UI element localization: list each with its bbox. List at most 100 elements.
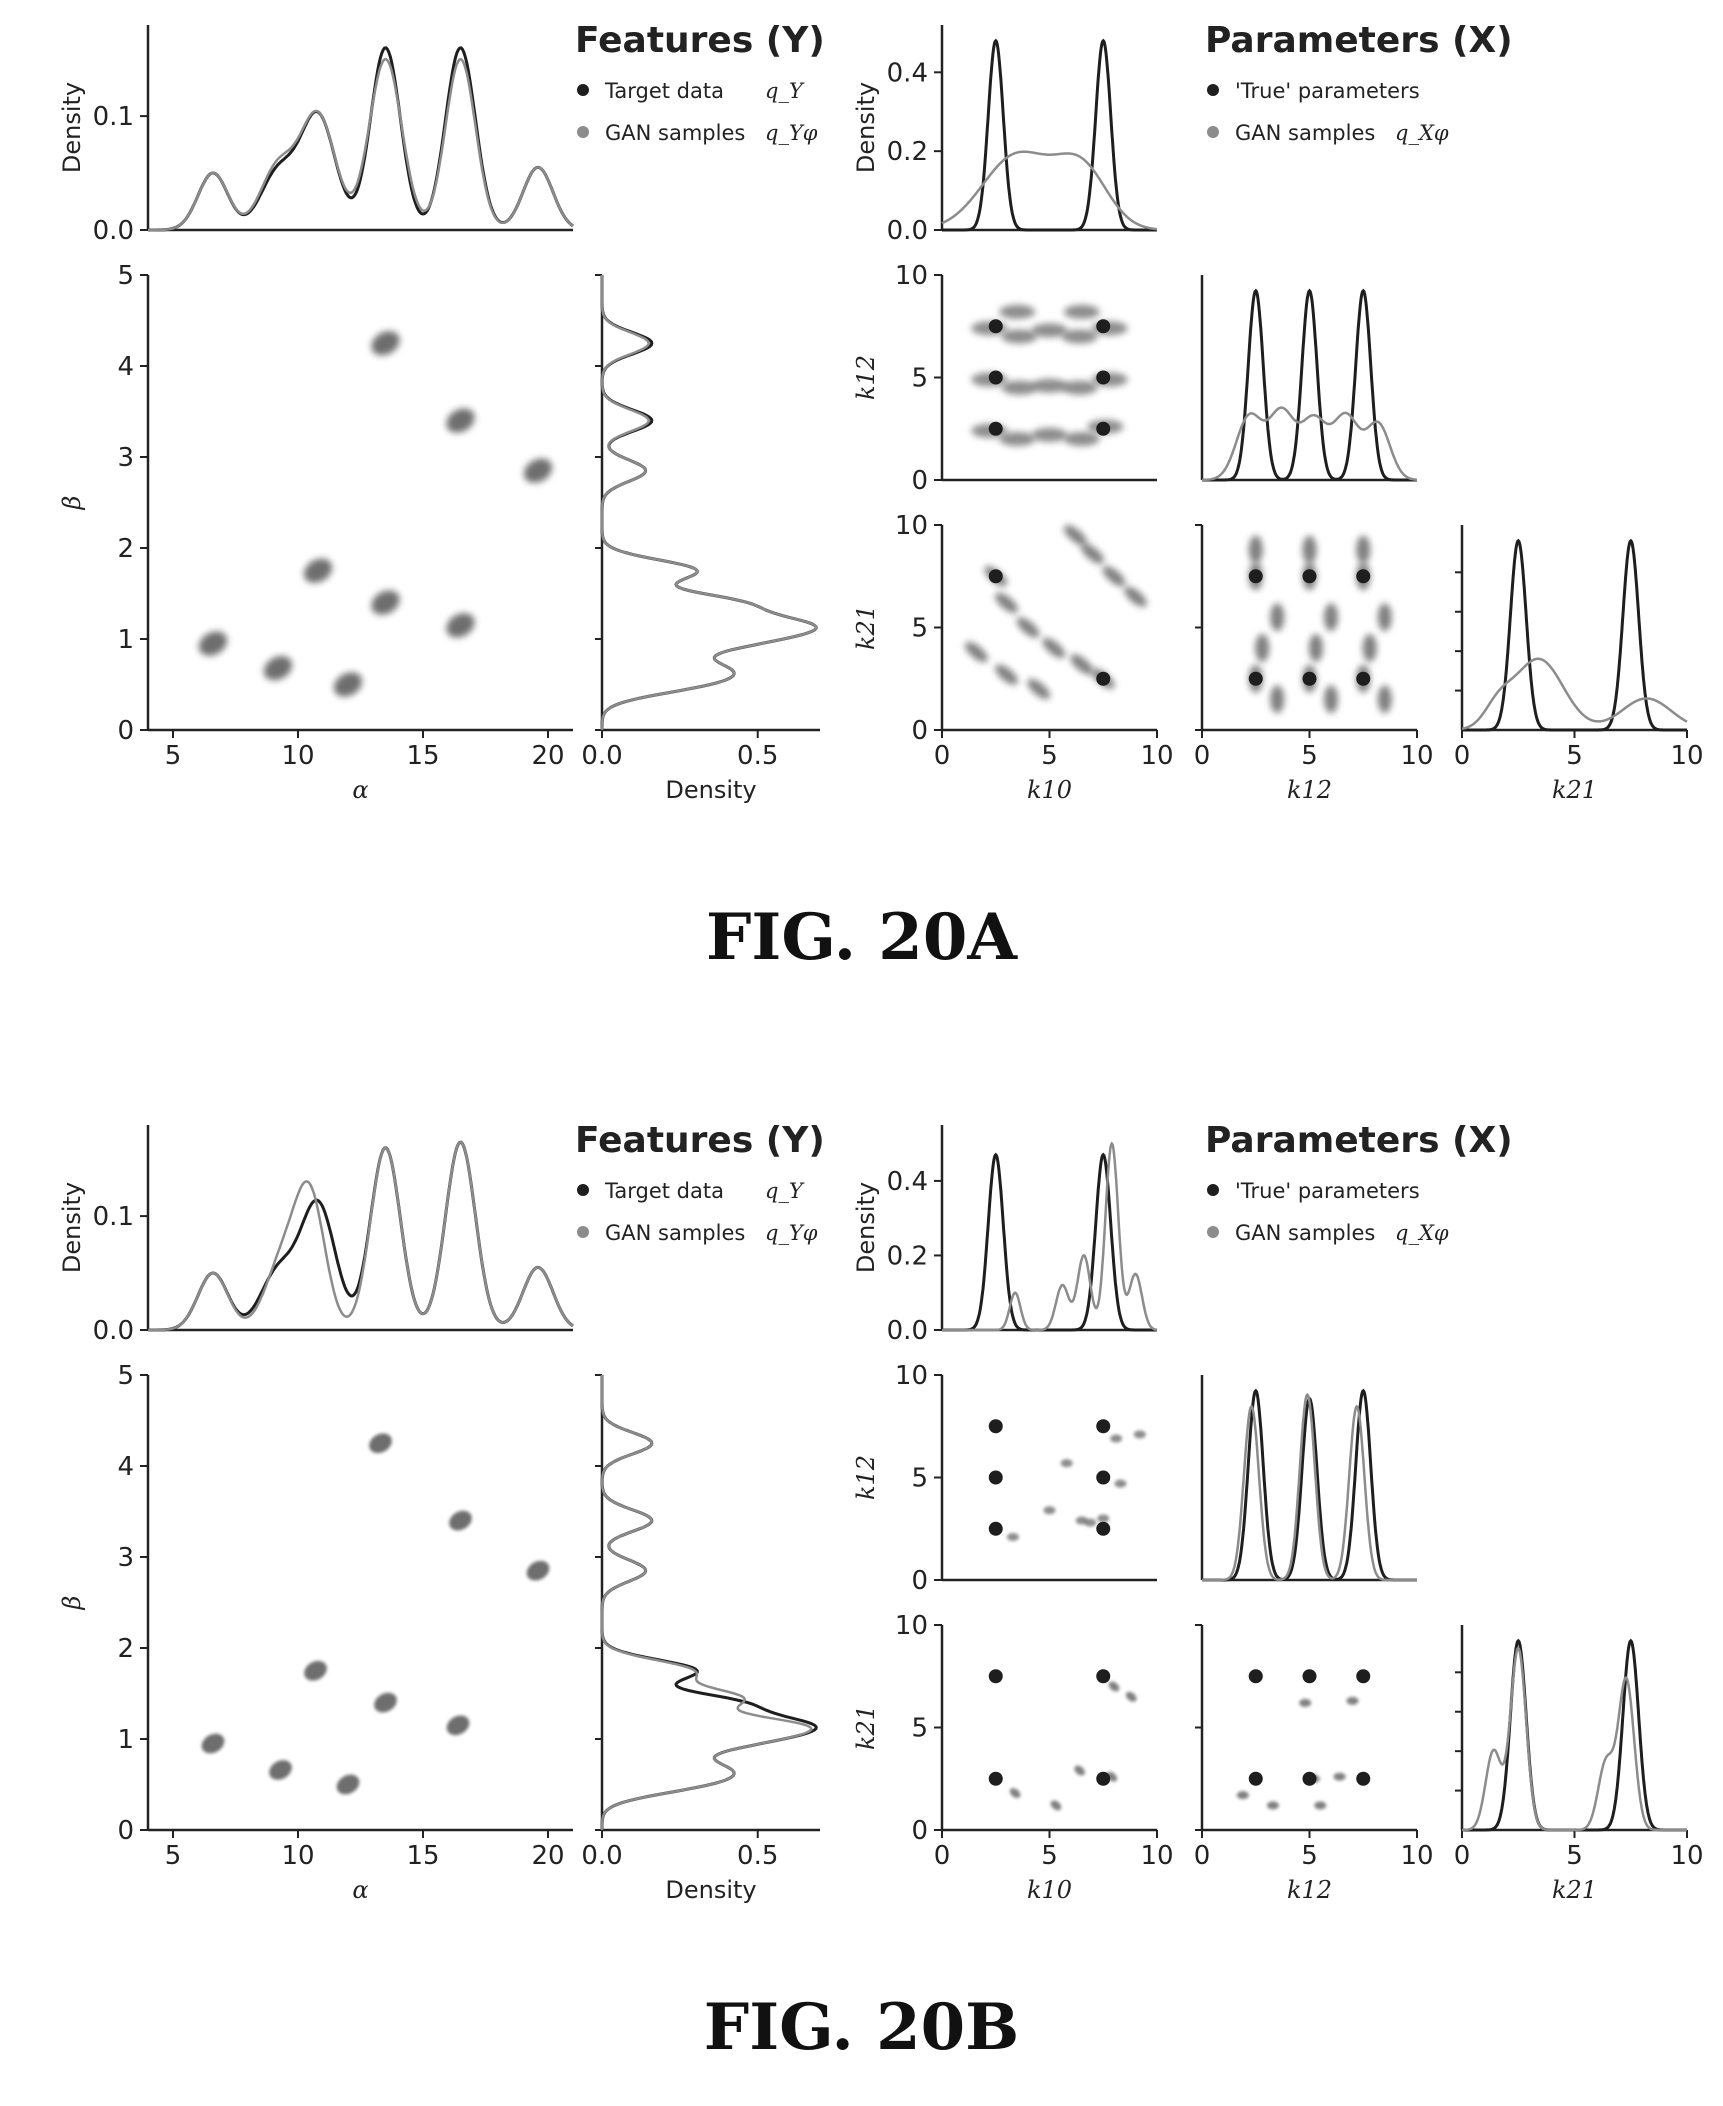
pb-alpha-density-series-gan bbox=[148, 1140, 574, 1332]
pb-k21-density-xtick-label: 0 bbox=[1454, 1841, 1471, 1871]
pa-k21-k10-gan-point bbox=[1124, 586, 1147, 607]
pb-k21-k10-true-point bbox=[1096, 1669, 1111, 1684]
pb-alpha-beta-scatter: 5 10 15 20 α 0 1 2 3 4 5 β bbox=[58, 1361, 573, 1904]
pa-k21-k12-gan-point bbox=[1324, 603, 1338, 632]
pb-k10-density-ytick-label: 0.0 bbox=[887, 1316, 928, 1346]
pa-alpha-density-ytick-label: 0.1 bbox=[93, 102, 134, 132]
pa-k12-k10-gan-point bbox=[1063, 432, 1100, 446]
pb-k12-k10-true-point bbox=[1096, 1419, 1111, 1434]
pa-scatter-ytick-label: 2 bbox=[117, 534, 134, 564]
pa-k12-k10-true-point bbox=[988, 421, 1003, 436]
pb-scatter-ytick-label: 5 bbox=[117, 1361, 134, 1391]
pb-k10-density-series-target bbox=[942, 1152, 1157, 1332]
pa-k12-k10-ylabel: k12 bbox=[852, 355, 880, 400]
pa-k21-k10-gan-point bbox=[1102, 566, 1126, 587]
pa-features-legend-title: Features (Y) bbox=[575, 20, 825, 61]
pa-k10-density-series-gan bbox=[941, 150, 1157, 231]
pa-beta-density-xtick-label: 0.5 bbox=[737, 741, 778, 771]
pa-k12-vs-k10-plot: 0 5 10 k12 bbox=[852, 261, 1157, 496]
pb-scatter-cluster bbox=[526, 1560, 550, 1581]
pb-parameters-legend-title: Parameters (X) bbox=[1205, 1120, 1513, 1161]
pa-k21-k12-gan-point bbox=[1270, 603, 1285, 632]
pb-k12-k10-ytick-label: 0 bbox=[911, 1566, 928, 1596]
pb-k21-k12-xtick-label: 10 bbox=[1400, 1841, 1433, 1871]
pb-k21-density-series-target bbox=[1462, 1638, 1687, 1832]
pa-scatter-cluster bbox=[333, 672, 363, 697]
pa-legend-gan-x-symbol: q_Xφ bbox=[1395, 121, 1449, 145]
pb-k21-k12-true-point bbox=[1302, 1771, 1317, 1786]
pa-k12-k10-gan-point bbox=[1061, 380, 1098, 395]
pb-scatter-cluster bbox=[369, 1433, 392, 1454]
pb-k12-k10-true-point bbox=[988, 1521, 1003, 1536]
pa-scatter-ylabel: β bbox=[58, 496, 86, 511]
pa-k21-k12-true-point bbox=[1356, 671, 1371, 686]
pb-k12-k10-ytick-label: 10 bbox=[895, 1361, 928, 1391]
pa-scatter-cluster bbox=[198, 631, 228, 656]
pb-k21-k10-gan-point bbox=[1050, 1800, 1062, 1811]
pb-k12-k10-ytick-label: 5 bbox=[911, 1464, 928, 1494]
pb-scatter-xtick-label: 15 bbox=[406, 1841, 439, 1871]
pb-k21-k10-gan-point bbox=[1074, 1765, 1085, 1776]
pb-k21-k12-xtick-label: 0 bbox=[1194, 1841, 1211, 1871]
pa-k21-k10-gan-point bbox=[1016, 617, 1040, 638]
pa-k12-k10-ytick-label: 10 bbox=[895, 261, 928, 291]
pa-scatter-cluster bbox=[446, 613, 475, 638]
pa-scatter-xlabel: α bbox=[352, 776, 368, 804]
pb-legend-target-marker bbox=[577, 1184, 589, 1196]
pa-k21-k10-ytick-label: 5 bbox=[911, 614, 928, 644]
pa-k21-k12-gan-point bbox=[1270, 685, 1285, 714]
figure-caption-b: FIG. 20B bbox=[703, 1990, 1020, 2065]
pb-k21-k12-true-point bbox=[1248, 1771, 1263, 1786]
pb-k21-k10-ytick-label: 5 bbox=[911, 1714, 928, 1744]
pb-k21-k12-xtick-label: 5 bbox=[1301, 1841, 1318, 1871]
pb-k12-k10-ylabel: k12 bbox=[852, 1455, 880, 1500]
pa-k21-k12-true-point bbox=[1302, 569, 1317, 584]
pb-k21-k12-true-point bbox=[1356, 1669, 1371, 1684]
pb-k10-density-ytick-label: 0.4 bbox=[887, 1167, 928, 1197]
pa-k21-k12-xtick-label: 0 bbox=[1194, 741, 1211, 771]
pa-k21-k10-true-point bbox=[988, 569, 1003, 584]
pa-k21-k12-true-point bbox=[1248, 671, 1263, 686]
pa-legend-true-marker bbox=[1207, 84, 1219, 96]
pb-k12-k10-gan-point bbox=[1097, 1514, 1110, 1523]
pb-scatter-cluster bbox=[374, 1692, 397, 1713]
pa-k21-k10-xtick-label: 10 bbox=[1140, 741, 1173, 771]
pa-scatter-ytick-label: 5 bbox=[117, 261, 134, 291]
pb-beta-density-series-gan bbox=[600, 1375, 813, 1830]
pb-k21-k10-ylabel: k21 bbox=[852, 1705, 880, 1750]
pa-k10-density-ylabel: Density bbox=[852, 82, 880, 173]
pa-k12-k10-ytick-label: 0 bbox=[911, 466, 928, 496]
pa-k21-density-series-target bbox=[1462, 538, 1687, 732]
pa-legend-gan-label: GAN samples bbox=[605, 121, 745, 145]
pb-legend-gan-x-symbol: q_Xφ bbox=[1395, 1221, 1449, 1245]
pa-k21-k10-ytick-label: 0 bbox=[911, 716, 928, 746]
pa-scatter-cluster bbox=[523, 458, 553, 483]
pb-k12-k10-true-point bbox=[988, 1419, 1003, 1434]
pa-k21-k10-gan-point bbox=[995, 664, 1018, 685]
pb-scatter-ytick-label: 3 bbox=[117, 1543, 134, 1573]
pb-beta-density-series-target bbox=[600, 1375, 818, 1830]
pb-alpha-density-ytick-label: 0.1 bbox=[93, 1202, 134, 1232]
pa-k21-density-xtick-label: 10 bbox=[1670, 741, 1703, 771]
pb-beta-density-xlabel: Density bbox=[665, 1876, 756, 1904]
pa-k21-k12-gan-point bbox=[1308, 634, 1323, 662]
pa-scatter-cluster bbox=[371, 590, 400, 615]
pb-k21-k10-xlabel: k10 bbox=[1027, 1876, 1072, 1904]
pa-k21-k12-true-point bbox=[1356, 569, 1371, 584]
pb-k10-density-ylabel: Density bbox=[852, 1182, 880, 1273]
pb-k21-k10-gan-point bbox=[1108, 1681, 1120, 1692]
pa-legend-target-marker bbox=[577, 84, 589, 96]
pb-k12-k10-gan-point bbox=[1043, 1506, 1056, 1515]
pa-k21-k10-ytick-label: 10 bbox=[895, 511, 928, 541]
pa-k21-k12-gan-point bbox=[1324, 685, 1338, 714]
pa-k21-k10-xlabel: k10 bbox=[1027, 776, 1072, 804]
pa-legend-target-label: Target data bbox=[604, 79, 724, 103]
pb-k12-density-series-target bbox=[1202, 1388, 1417, 1582]
pb-k21-k10-xtick-label: 5 bbox=[1041, 1841, 1058, 1871]
pb-k21-k10-ytick-label: 10 bbox=[895, 1611, 928, 1641]
pb-k21-k12-true-point bbox=[1356, 1771, 1371, 1786]
pa-legend-true-label: 'True' parameters bbox=[1235, 79, 1420, 103]
